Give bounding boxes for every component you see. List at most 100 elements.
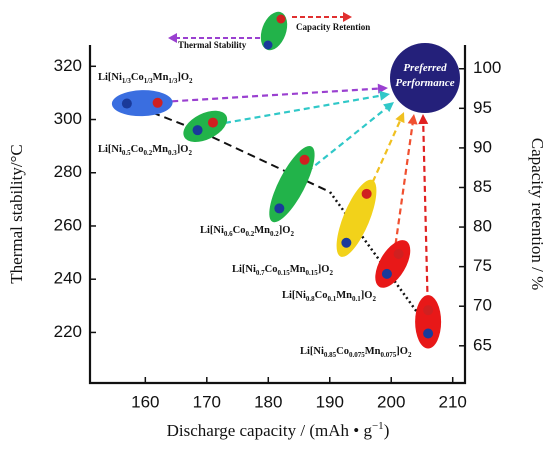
legend-arrowhead bbox=[343, 12, 352, 22]
label-part: 0.15 bbox=[278, 269, 291, 277]
label-part: Li[Ni bbox=[282, 290, 306, 301]
label-part: Li[Ni bbox=[98, 144, 122, 155]
axes-frame bbox=[88, 45, 467, 385]
label-part: Li[Ni bbox=[98, 72, 122, 83]
material-ellipse bbox=[111, 90, 173, 117]
point bbox=[393, 248, 404, 259]
point bbox=[381, 268, 392, 279]
legend-label: Capacity Retention bbox=[296, 22, 370, 32]
label-part: Co bbox=[131, 72, 144, 83]
label-part: Mn bbox=[152, 144, 168, 155]
arrowhead bbox=[418, 114, 429, 125]
center-label: Preferred bbox=[403, 62, 447, 74]
arrow bbox=[391, 121, 414, 265]
y-tick-label: 280 bbox=[54, 162, 82, 181]
label-part: ]O bbox=[361, 290, 373, 301]
label-part: 0.2 bbox=[270, 230, 279, 238]
label-part: Co bbox=[315, 290, 328, 301]
legend-label: Thermal Stability bbox=[178, 40, 247, 50]
label-part: Mn bbox=[336, 290, 352, 301]
legend-ellipse bbox=[260, 11, 288, 51]
x-axis-label-part: −1 bbox=[372, 420, 384, 432]
label-part: 0.15 bbox=[306, 269, 319, 277]
point bbox=[341, 237, 352, 248]
legend-dot bbox=[276, 14, 286, 24]
label-part: Co bbox=[265, 264, 278, 275]
arrow bbox=[355, 118, 402, 219]
x-tick-label: 200 bbox=[377, 392, 405, 411]
label-part: ]O bbox=[396, 346, 408, 357]
x-tick-label: 210 bbox=[439, 392, 467, 411]
x-tick-label: 180 bbox=[254, 392, 282, 411]
y-tick-label: 220 bbox=[54, 322, 82, 341]
point bbox=[423, 328, 434, 339]
y-tick-label: 240 bbox=[54, 269, 82, 288]
preferred-circle bbox=[390, 43, 460, 113]
label-part: 0.2 bbox=[144, 149, 153, 157]
legend: Capacity Retention Thermal Stability bbox=[168, 11, 370, 51]
x-axis-label-part: Discharge capacity / (mAh • g bbox=[167, 421, 373, 440]
y2-tick-label: 100 bbox=[473, 58, 501, 77]
label-part: 1/3 bbox=[144, 77, 153, 85]
label-part: 0.85 bbox=[324, 351, 337, 359]
label-part: Co bbox=[131, 144, 144, 155]
label-part: 0.075 bbox=[381, 351, 397, 359]
label-part: 1/3 bbox=[122, 77, 131, 85]
point bbox=[299, 154, 310, 165]
y-axis-label: Thermal stability/°C bbox=[7, 144, 26, 283]
label-part: 2 bbox=[372, 295, 376, 303]
material-ellipse bbox=[336, 179, 377, 257]
x-axis-label: Discharge capacity / (mAh • g−1) bbox=[167, 420, 390, 440]
arrow bbox=[205, 94, 383, 128]
y2-tick-label: 85 bbox=[473, 177, 492, 196]
material-ellipse bbox=[415, 295, 442, 349]
y2-tick-label: 70 bbox=[473, 296, 492, 315]
arrowhead bbox=[379, 90, 390, 101]
legend-dot bbox=[263, 40, 273, 50]
y2-tick-label: 65 bbox=[473, 335, 492, 354]
material-ellipse bbox=[269, 145, 315, 223]
point bbox=[361, 188, 372, 199]
label-part: 0.1 bbox=[328, 295, 337, 303]
material-label: Li[Ni0.85Co0.075Mn0.075]O2 bbox=[300, 346, 412, 359]
material-label: Li[Ni0.5Co0.2Mn0.3]O2 bbox=[98, 144, 192, 157]
arrowhead bbox=[395, 112, 405, 124]
label-part: 0.8 bbox=[306, 295, 315, 303]
y2-axis-label: Capacity retention / % bbox=[528, 138, 547, 290]
point bbox=[152, 97, 163, 108]
material-label: Li[Ni1/3Co1/3Mn1/3]O2 bbox=[98, 72, 193, 85]
arrow bbox=[422, 121, 430, 322]
label-part: 2 bbox=[188, 149, 192, 157]
label-part: ]O bbox=[279, 225, 291, 236]
label-part: Li[Ni bbox=[200, 225, 224, 236]
label-part: 0.7 bbox=[256, 269, 265, 277]
label-part: Mn bbox=[153, 72, 169, 83]
point bbox=[121, 98, 132, 109]
legend-arrowhead bbox=[168, 33, 177, 43]
label-part: Mn bbox=[254, 225, 270, 236]
y2-tick-label: 80 bbox=[473, 217, 492, 236]
material-label: Li[Ni0.8Co0.1Mn0.1]O2 bbox=[282, 290, 376, 303]
label-part: 2 bbox=[408, 351, 412, 359]
x-tick-label: 170 bbox=[193, 392, 221, 411]
y2-tick-label: 90 bbox=[473, 137, 492, 156]
label-part: Mn bbox=[365, 346, 381, 357]
arrowhead bbox=[407, 114, 418, 125]
material-label: Li[Ni0.6Co0.2Mn0.2]O2 bbox=[200, 225, 294, 238]
label-part: Li[Ni bbox=[300, 346, 324, 357]
point bbox=[192, 125, 203, 136]
y-tick-label: 320 bbox=[54, 56, 82, 75]
point bbox=[423, 305, 434, 316]
label-part: 2 bbox=[329, 269, 333, 277]
label-part: 0.2 bbox=[246, 230, 255, 238]
material-ellipse bbox=[375, 240, 411, 288]
point bbox=[274, 203, 285, 214]
label-part: 2 bbox=[189, 77, 193, 85]
material-label: Li[Ni0.7Co0.15Mn0.15]O2 bbox=[232, 264, 333, 277]
y2-tick-label: 75 bbox=[473, 256, 492, 275]
center-label: Performance bbox=[395, 77, 454, 89]
label-part: ]O bbox=[318, 264, 330, 275]
material-ellipse bbox=[183, 110, 228, 143]
label-part: ]O bbox=[177, 144, 189, 155]
